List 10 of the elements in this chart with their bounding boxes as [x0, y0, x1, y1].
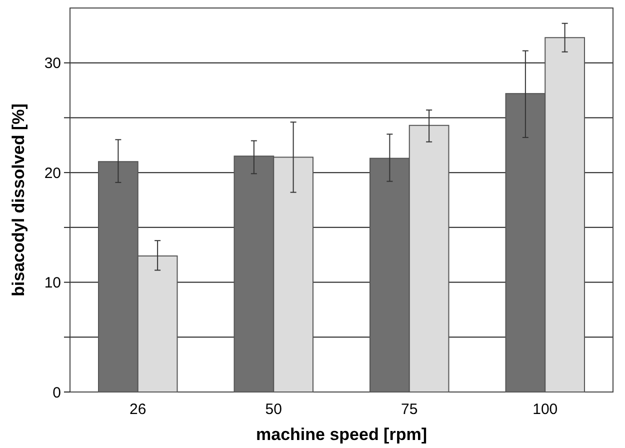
x-tick-label: 100	[532, 401, 558, 418]
x-axis-title: machine speed [rpm]	[256, 425, 427, 444]
x-tick-label: 75	[401, 401, 418, 418]
y-axis-title: bisacodyl dissolved [%]	[9, 104, 28, 296]
y-tick-label: 20	[44, 164, 61, 182]
y-tick-label: 30	[44, 55, 61, 72]
x-tick-label: 26	[130, 401, 146, 418]
x-tick-label: 50	[265, 401, 282, 418]
y-tick-label: 10	[44, 274, 61, 292]
y-tick-label: 0	[52, 384, 61, 402]
